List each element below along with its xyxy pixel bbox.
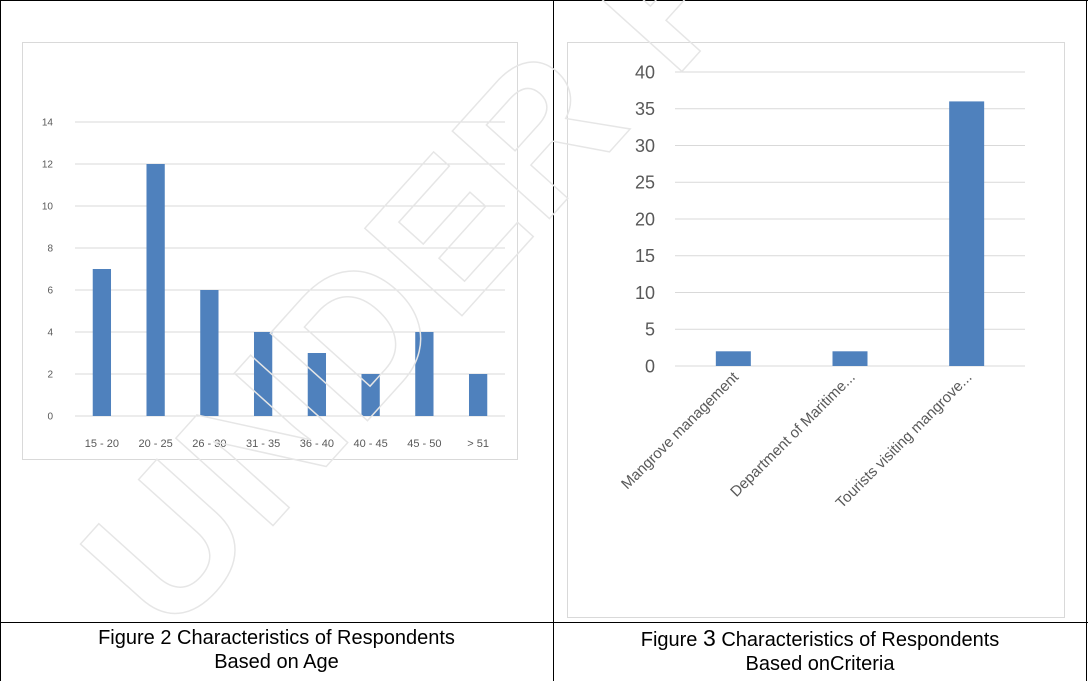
- y-tick-label: 15: [635, 246, 655, 266]
- x-category-label: 15 - 20: [85, 438, 119, 450]
- bar: [468, 374, 488, 416]
- bar: [832, 351, 868, 366]
- figure-3-label: Figure: [640, 629, 703, 651]
- y-tick-label: 0: [645, 356, 655, 376]
- y-tick-label: 10: [635, 283, 655, 303]
- bar: [415, 332, 434, 416]
- y-tick-label: 8: [47, 244, 53, 255]
- y-tick-label: 2: [47, 370, 53, 381]
- bar: [200, 290, 219, 416]
- x-category-label: Tourists visiting mangrove...: [833, 369, 976, 512]
- bar: [253, 332, 273, 416]
- y-tick-label: 20: [635, 209, 655, 229]
- bar: [949, 101, 985, 367]
- x-category-label: > 51: [467, 438, 489, 450]
- y-tick-label: 5: [645, 320, 655, 340]
- table-divider-horizontal: [0, 622, 1088, 623]
- figure-3-caption: Figure 3 Characteristics of Respondents …: [554, 626, 1086, 676]
- x-category-label: Department of Maritime...: [727, 369, 859, 501]
- figure-2-caption: Figure 2 Characteristics of Respondents …: [0, 626, 553, 674]
- figure-3-caption-line2: Based onCriteria: [745, 653, 895, 675]
- bar: [361, 374, 380, 416]
- bar: [92, 269, 112, 416]
- x-category-label: 20 - 25: [139, 438, 173, 450]
- y-tick-label: 35: [635, 99, 655, 119]
- criteria-chart-frame: 0 5 10 15 20 25 30 35 40 Mangrove management Depar…: [567, 42, 1065, 618]
- figure-3-number: 3: [702, 625, 716, 651]
- table-border-right: [1086, 0, 1087, 681]
- bar: [307, 353, 327, 416]
- x-category-label: 26 - 30: [192, 438, 226, 450]
- table-divider-vertical: [553, 0, 554, 681]
- x-category-label: 45 - 50: [407, 438, 441, 450]
- table-border-top: [0, 0, 1088, 1]
- y-tick-label: 40: [635, 62, 655, 82]
- y-tick-label: 0: [47, 412, 53, 423]
- bar: [146, 164, 165, 416]
- x-category-label: Mangrove management: [618, 368, 743, 493]
- x-category-label: 40 - 45: [354, 438, 388, 450]
- figure-3-caption-rest: Characteristics of Respondents: [715, 629, 1000, 651]
- y-tick-label: 14: [42, 118, 54, 129]
- bar: [715, 351, 751, 366]
- table-border-left: [0, 0, 1, 681]
- x-category-label: 36 - 40: [300, 438, 334, 450]
- y-tick-label: 10: [42, 202, 54, 213]
- x-category-label: 31 - 35: [246, 438, 280, 450]
- figure-2-caption-line1: Figure 2 Characteristics of Respondents: [98, 627, 455, 649]
- y-tick-label: 25: [635, 173, 655, 193]
- y-tick-label: 30: [635, 136, 655, 156]
- y-tick-label: 12: [42, 160, 54, 171]
- age-chart-frame: 0 2 4 6 8 10 12 14 15 - 20 20 - 25 26 - 30 31 - 35 3…: [22, 42, 518, 460]
- figure-2-caption-line2: Based on Age: [214, 651, 339, 673]
- y-tick-label: 4: [47, 328, 53, 339]
- figure-3-caption-line1: Figure 3 Characteristics of Respondents: [554, 626, 1086, 652]
- y-tick-label: 6: [47, 286, 53, 297]
- age-bar-chart: 0 2 4 6 8 10 12 14 15 - 20 20 - 25 26 - 30 31 - 35 3…: [42, 118, 505, 450]
- criteria-bar-chart: 0 5 10 15 20 25 30 35 40 Mangrove managementDepar…: [618, 62, 1025, 512]
